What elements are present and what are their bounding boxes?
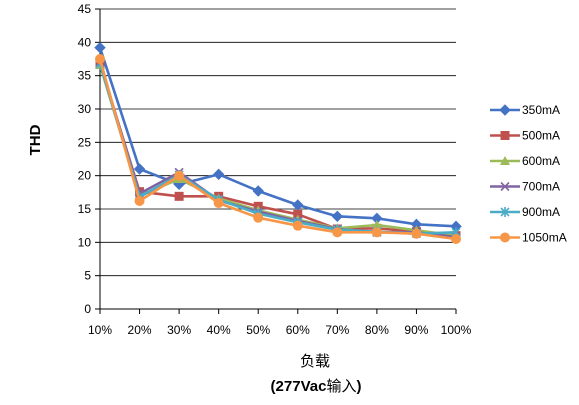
data-point <box>292 220 303 231</box>
data-point <box>293 209 303 219</box>
data-point <box>331 210 344 223</box>
data-point <box>134 196 145 206</box>
series-700mA <box>95 57 461 242</box>
series-line <box>98 47 457 228</box>
x-tick-label: 60% <box>286 323 310 337</box>
data-point <box>174 170 185 181</box>
y-tick-label: 45 <box>78 2 92 16</box>
series-600mA <box>95 60 461 240</box>
x-tick-label: 40% <box>207 323 231 337</box>
x-tick-label: 50% <box>246 323 270 337</box>
data-point <box>133 163 146 175</box>
y-tick-label: 15 <box>78 202 92 216</box>
axes <box>95 8 457 314</box>
x-axis-label-line1: 负载 <box>300 352 330 370</box>
series-1050mA <box>95 54 461 244</box>
x-tick-label: 70% <box>325 323 349 337</box>
data-point <box>371 220 382 229</box>
x-axis-label-voltage: (277Vac <box>271 378 327 395</box>
data-point <box>212 168 225 181</box>
data-point <box>252 185 264 197</box>
legend-item: 900mA <box>490 205 560 219</box>
x-tick-labels: 10% 20% 30% 40% 50% 60% 70% 80% 90% 100% <box>88 323 472 337</box>
x-axis-label-line2: (277Vac输入) <box>271 377 362 395</box>
series-group <box>94 41 462 244</box>
data-point <box>411 228 422 239</box>
legend-label: 350mA <box>522 103 560 117</box>
legend-marker <box>500 232 510 243</box>
legend-marker <box>500 156 510 165</box>
data-point <box>174 191 184 201</box>
y-tick-label: 20 <box>78 169 92 183</box>
x-tick-label: 90% <box>404 323 428 337</box>
legend-label: 900mA <box>522 205 560 219</box>
data-point <box>213 198 224 208</box>
legend-marker <box>499 104 511 116</box>
x-tick-label: 30% <box>167 323 191 337</box>
legend-label: 1050mA <box>522 231 567 245</box>
legend-item: 500mA <box>490 129 560 143</box>
legend-item: 1050mA <box>490 231 567 245</box>
data-point <box>95 54 105 64</box>
x-tick-label: 100% <box>441 323 472 337</box>
legend-marker <box>500 181 510 192</box>
y-tick-labels: 0 5 10 15 20 25 30 35 40 45 <box>78 2 92 316</box>
legend-item: 600mA <box>490 154 560 168</box>
y-tick-label: 30 <box>78 102 92 116</box>
legend-label: 700mA <box>522 180 560 194</box>
y-tick-label: 40 <box>78 35 92 49</box>
data-point <box>371 227 382 238</box>
x-tick-label: 80% <box>365 323 389 337</box>
x-axis-label-paren: ) <box>356 378 361 395</box>
data-point <box>253 212 264 223</box>
y-tick-label: 35 <box>78 69 92 83</box>
grid-lines <box>100 8 456 310</box>
data-point <box>94 41 106 54</box>
data-point <box>292 199 304 211</box>
data-point <box>332 227 343 238</box>
legend-label: 600mA <box>522 154 560 168</box>
x-tick-label: 20% <box>128 323 152 337</box>
legend-label: 500mA <box>522 129 560 143</box>
legend-marker <box>500 207 510 217</box>
series-350mA <box>94 41 462 233</box>
series-500mA <box>95 59 461 241</box>
legend-item: 700mA <box>490 180 560 194</box>
legend: 350mA 500mA 600mA 700mA 900mA 1050mA <box>490 103 567 245</box>
y-tick-label: 5 <box>84 269 91 283</box>
legend-marker <box>500 131 510 140</box>
x-tick-label: 10% <box>88 323 112 337</box>
series-900mA <box>95 58 461 239</box>
y-tick-label: 0 <box>84 302 91 316</box>
y-axis-label: THD <box>27 124 44 155</box>
legend-item: 350mA <box>490 103 560 117</box>
x-axis-label-input: 输入 <box>326 377 356 395</box>
series-line <box>98 58 457 241</box>
y-tick-label: 25 <box>78 135 92 149</box>
data-point <box>451 234 461 244</box>
y-tick-label: 10 <box>78 235 92 249</box>
series-line <box>98 63 457 237</box>
series-line <box>98 63 457 235</box>
